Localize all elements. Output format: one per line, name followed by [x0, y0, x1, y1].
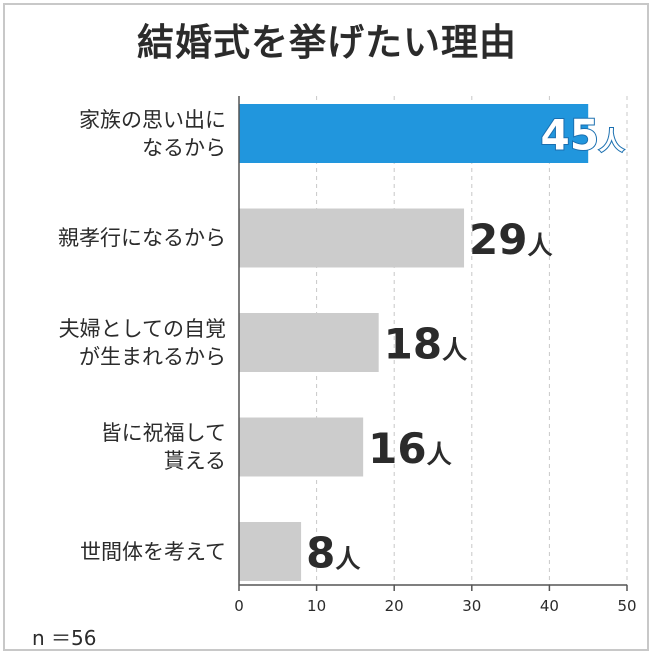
value-label-2: 18人 — [384, 320, 467, 369]
x-tick-label-40: 40 — [540, 597, 559, 615]
x-tick-label-10: 10 — [307, 597, 326, 615]
bar-0 — [239, 104, 589, 163]
category-label-filial-piety: 親孝行になるから — [58, 226, 226, 250]
category-label-appearances: 世間体を考えて — [80, 539, 226, 564]
sample-size-note: n ＝56 — [32, 626, 97, 650]
x-tick-label-50: 50 — [617, 597, 636, 615]
bar-2 — [239, 313, 379, 372]
category-label-family-memories: 家族の思い出に なるから — [79, 107, 226, 160]
category-label-blessing: 皆に祝福して 貰える — [100, 421, 226, 473]
x-tick-label-0: 0 — [234, 597, 244, 615]
chart-title: 結婚式を挙げたい理由 — [137, 21, 517, 64]
value-label-3: 16人 — [368, 424, 451, 473]
x-tick-label-20: 20 — [385, 597, 404, 615]
bar-1 — [239, 208, 465, 268]
value-label-4: 8人 — [306, 529, 360, 578]
value-label-0: 45人 — [541, 111, 624, 160]
category-label-couple-awareness: 夫婦としての自覚 が生まれるから — [58, 316, 226, 369]
x-tick-label-30: 30 — [462, 597, 481, 615]
bar-3 — [239, 417, 364, 477]
bar-4 — [239, 522, 302, 581]
value-label-1: 29人 — [469, 215, 552, 264]
